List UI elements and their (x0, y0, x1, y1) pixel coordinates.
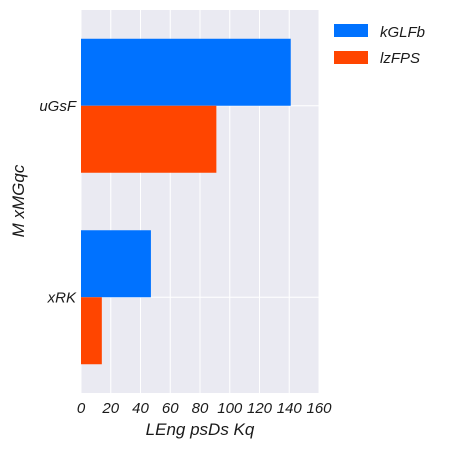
y-tick-label: xRK (47, 289, 77, 306)
legend-label-series-2: lzFPS (380, 50, 420, 67)
x-tick-label: 40 (132, 400, 149, 417)
y-tick-labels: uGsF xRK (39, 98, 77, 307)
legend-swatch-series-1 (334, 24, 368, 37)
x-tick-label: 140 (277, 400, 303, 417)
x-tick-label: 100 (217, 400, 243, 417)
x-tick-label: 20 (101, 400, 119, 417)
bars (81, 38, 291, 365)
x-tick-label: 160 (306, 400, 332, 417)
y-axis-title: M xMGqc (9, 164, 28, 237)
x-tick-labels: 0 20 40 60 80 100 120 140 160 (77, 400, 332, 417)
legend: kGLFb lzFPS (334, 24, 425, 67)
x-tick-label: 80 (192, 400, 209, 417)
legend-label-series-1: kGLFb (380, 24, 425, 41)
bar-lzFPS-xRK (81, 297, 102, 365)
bar-kGLFb-xRK (81, 230, 151, 298)
bar-lzFPS-uGsF (81, 105, 217, 173)
legend-swatch-series-2 (334, 51, 368, 64)
x-axis-title: LEng psDs Kq (146, 420, 255, 439)
x-tick-label: 60 (162, 400, 179, 417)
bar-kGLFb-uGsF (81, 38, 291, 106)
x-tick-label: 120 (247, 400, 273, 417)
y-tick-label: uGsF (39, 98, 77, 115)
x-tick-label: 0 (77, 400, 86, 417)
